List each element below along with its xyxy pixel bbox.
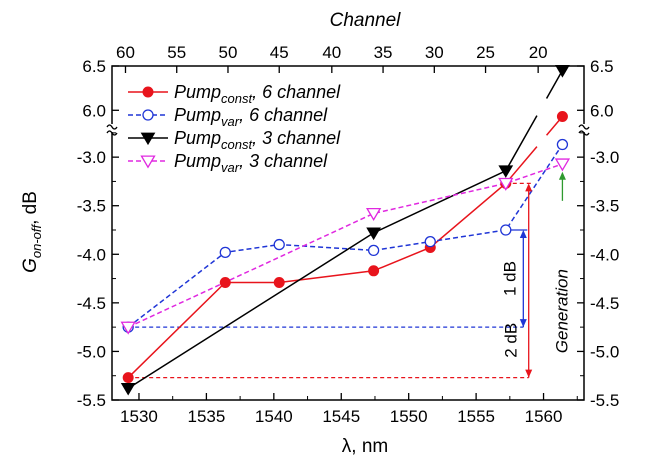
axis-break-mark bbox=[578, 124, 590, 130]
data-point bbox=[122, 372, 134, 384]
legend-label-rest: , 3 channel bbox=[252, 128, 341, 148]
arrow-generation bbox=[558, 171, 566, 201]
legend-item: Pumpconst, 3 channel bbox=[128, 128, 341, 152]
legend-item: Pumpconst, 6 channel bbox=[128, 82, 341, 106]
x2-tick-label: 50 bbox=[219, 43, 238, 62]
y-tick-label: -4.5 bbox=[77, 294, 106, 313]
x-tick-label: 1560 bbox=[525, 407, 563, 426]
axis-break-mark bbox=[106, 124, 118, 130]
label-1db: 1 dB bbox=[500, 261, 519, 296]
data-point bbox=[500, 224, 512, 236]
x2-tick-label: 20 bbox=[529, 43, 548, 62]
data-point bbox=[273, 238, 285, 251]
y2-tick-label: -5.5 bbox=[590, 391, 619, 410]
series-markers bbox=[120, 65, 571, 396]
series-line bbox=[127, 70, 564, 389]
data-point bbox=[424, 236, 436, 248]
y-tick-label: -5.0 bbox=[77, 342, 106, 361]
plot-border bbox=[111, 65, 585, 401]
x2-tick-label: 55 bbox=[167, 43, 186, 62]
data-point bbox=[219, 246, 231, 258]
legend-swatch-marker bbox=[140, 155, 156, 169]
y2-tick-label: -4.0 bbox=[590, 245, 619, 264]
legend-label-sub: const bbox=[221, 91, 253, 106]
x-tick-label: 1540 bbox=[255, 407, 293, 426]
data-point bbox=[120, 382, 136, 396]
plot-frame bbox=[106, 65, 590, 401]
label-2db: 2 dB bbox=[502, 323, 521, 358]
y2-tick-label: -5.0 bbox=[590, 342, 619, 361]
y-tick-label: -5.5 bbox=[77, 391, 106, 410]
data-point bbox=[554, 158, 571, 172]
arrow-2db bbox=[525, 183, 533, 378]
x2-tick-label: 30 bbox=[425, 43, 444, 62]
label-generation: Generation bbox=[552, 269, 571, 353]
x2-tick-label: 25 bbox=[476, 43, 495, 62]
legend-item: Pumpvar, 3 channel bbox=[128, 151, 328, 175]
legend-label: Pumpvar, 6 channel bbox=[174, 105, 328, 129]
data-point bbox=[365, 207, 382, 221]
data-point bbox=[556, 110, 568, 122]
legend-swatch-marker bbox=[140, 132, 156, 146]
axis-ticks: 1530 1535 1540 1545 1550 1555 1560 60 55 50 45 40 35… bbox=[77, 43, 620, 426]
x-tick-label: 1555 bbox=[457, 407, 495, 426]
data-point bbox=[498, 165, 514, 178]
legend-label-main: Pump bbox=[174, 128, 221, 148]
x-tick-label: 1535 bbox=[187, 407, 225, 426]
series-line bbox=[127, 163, 563, 328]
legend-label-main: Pump bbox=[174, 105, 221, 125]
legend-label-rest: , 6 channel bbox=[239, 105, 328, 125]
y-tick-label: 6.5 bbox=[82, 57, 106, 76]
x-tick-label: 1530 bbox=[120, 407, 158, 426]
legend-label-sub: var bbox=[221, 114, 240, 129]
annotations: 1 dB 2 dB Generation bbox=[500, 171, 571, 378]
x-tick-label: 1545 bbox=[322, 407, 360, 426]
legend-label: Pumpvar, 3 channel bbox=[174, 151, 328, 175]
x2-tick-label: 40 bbox=[322, 43, 341, 62]
x2-tick-label: 60 bbox=[116, 43, 135, 62]
x2-tick-label: 35 bbox=[374, 43, 393, 62]
data-point bbox=[556, 138, 569, 151]
data-point bbox=[555, 65, 570, 78]
y-tick-label: -4.0 bbox=[77, 245, 106, 264]
legend-label-rest: , 6 channel bbox=[252, 82, 341, 102]
legend-label-main: Pump bbox=[174, 82, 221, 102]
arrow-1db bbox=[519, 230, 527, 328]
series-line bbox=[127, 144, 564, 328]
x2-axis-title: Channel bbox=[330, 10, 402, 31]
legend-label-rest: , 3 channel bbox=[239, 151, 328, 171]
y2-tick-label: 6.5 bbox=[590, 57, 614, 76]
data-point bbox=[498, 177, 514, 191]
legend-label-sub: const bbox=[221, 137, 253, 152]
legend-swatch-marker bbox=[142, 86, 154, 98]
y-tick-label: -3.5 bbox=[77, 197, 106, 216]
legend-label-sub: var bbox=[221, 160, 240, 175]
legend-swatch-marker bbox=[142, 109, 154, 121]
data-point bbox=[273, 276, 285, 288]
y2-tick-label: -3.0 bbox=[590, 148, 619, 167]
y2-tick-label: -4.5 bbox=[590, 294, 619, 313]
legend-label: Pumpconst, 3 channel bbox=[174, 128, 341, 152]
legend-item: Pumpvar, 6 channel bbox=[128, 105, 328, 129]
x2-tick-label: 45 bbox=[270, 43, 289, 62]
y-tick-label: 6.0 bbox=[82, 101, 106, 120]
y-axis-title: Gon-off, dB bbox=[20, 191, 44, 273]
x-axis-title: λ, nm bbox=[342, 436, 388, 457]
y-tick-label: -3.0 bbox=[77, 148, 106, 167]
y2-tick-label: 6.0 bbox=[590, 101, 614, 120]
data-point bbox=[368, 265, 380, 277]
x-tick-label: 1550 bbox=[390, 407, 428, 426]
data-point bbox=[219, 276, 231, 288]
data-point bbox=[367, 244, 380, 257]
data-point bbox=[120, 321, 136, 335]
legend-label-main: Pump bbox=[174, 151, 221, 171]
data-point bbox=[366, 227, 381, 241]
legend-label: Pumpconst, 6 channel bbox=[174, 82, 341, 106]
y2-tick-label: -3.5 bbox=[590, 197, 619, 216]
